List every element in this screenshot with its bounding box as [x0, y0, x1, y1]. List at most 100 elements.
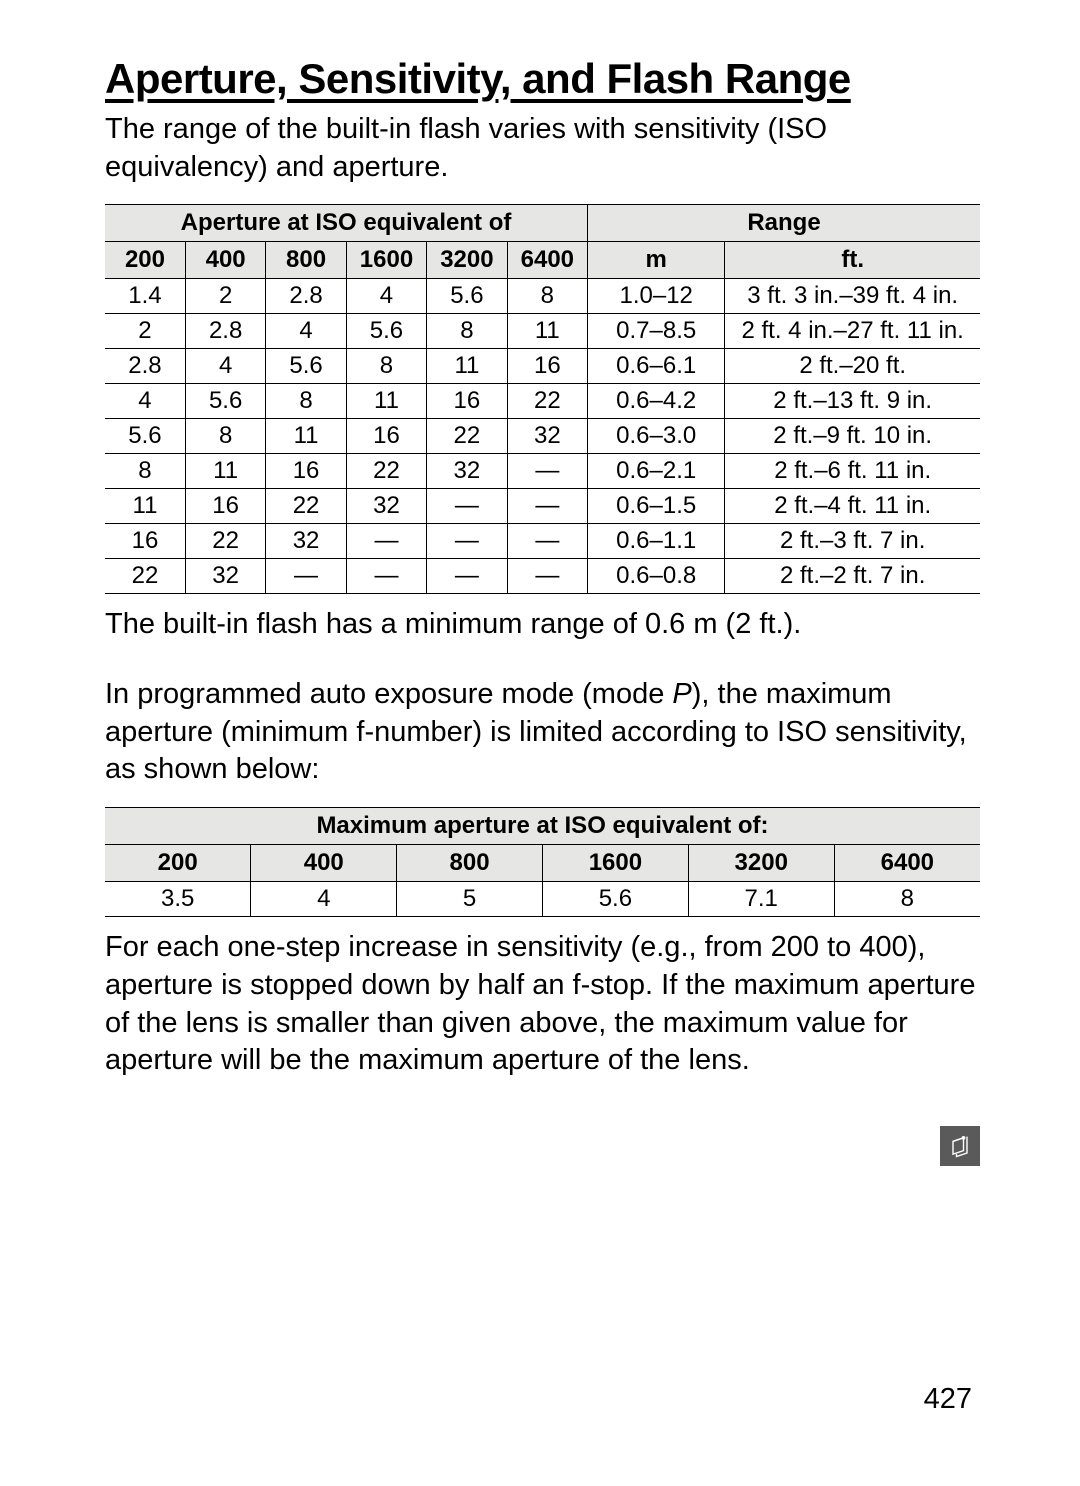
table-cell: 22: [266, 489, 346, 524]
table1-col-800: 800: [266, 242, 346, 279]
table-cell: 2.8: [105, 349, 185, 384]
manual-page: Aperture, Sensitivity, and Flash Range T…: [0, 0, 1080, 1080]
table-cell: 2 ft.–4 ft. 11 in.: [725, 489, 980, 524]
table-cell: 22: [346, 454, 426, 489]
table-cell: 11: [346, 384, 426, 419]
table-cell: —: [266, 559, 346, 594]
t2-col-6400: 6400: [834, 845, 980, 882]
table-cell: 2 ft.–20 ft.: [725, 349, 980, 384]
t2-col-400: 400: [251, 845, 397, 882]
closing-paragraph: For each one-step increase in sensitivit…: [105, 929, 980, 1080]
t2-col-800: 800: [397, 845, 543, 882]
table-cell: 16: [185, 489, 265, 524]
t2-cell: 5.6: [542, 882, 688, 917]
page-title: Aperture, Sensitivity, and Flash Range: [105, 55, 980, 103]
table-cell: 2: [185, 279, 265, 314]
t2-col-1600: 1600: [542, 845, 688, 882]
table-cell: 0.6–6.1: [588, 349, 725, 384]
table-cell: 32: [507, 419, 587, 454]
table-cell: 11: [266, 419, 346, 454]
table-cell: 22: [185, 524, 265, 559]
table1-col-6400: 6400: [507, 242, 587, 279]
table-cell: 32: [185, 559, 265, 594]
t2-col-3200: 3200: [688, 845, 834, 882]
table-cell: 2.8: [266, 279, 346, 314]
table-cell: 5.6: [105, 419, 185, 454]
max-aperture-table: Maximum aperture at ISO equivalent of: 2…: [105, 807, 980, 917]
table-cell: 16: [507, 349, 587, 384]
table1-col-3200: 3200: [427, 242, 507, 279]
table-cell: —: [427, 524, 507, 559]
table-cell: 4: [185, 349, 265, 384]
table1-col-200: 200: [105, 242, 185, 279]
table-cell: 2 ft.–9 ft. 10 in.: [725, 419, 980, 454]
table-cell: 8: [266, 384, 346, 419]
table-cell: 2 ft.–2 ft. 7 in.: [725, 559, 980, 594]
mode-p-letter: P: [672, 678, 691, 710]
table-cell: 2 ft.–3 ft. 7 in.: [725, 524, 980, 559]
table-cell: 32: [427, 454, 507, 489]
table-cell: 16: [105, 524, 185, 559]
table1-col-ft: ft.: [725, 242, 980, 279]
table-cell: —: [427, 559, 507, 594]
table-cell: 22: [105, 559, 185, 594]
t2-cell: 8: [834, 882, 980, 917]
table1-header-range: Range: [588, 205, 980, 242]
table-cell: —: [507, 454, 587, 489]
table-cell: 32: [346, 489, 426, 524]
t2-col-200: 200: [105, 845, 251, 882]
table-cell: 0.6–1.5: [588, 489, 725, 524]
table-cell: —: [507, 559, 587, 594]
mode-p-paragraph: In programmed auto exposure mode (mode P…: [105, 676, 980, 789]
table-cell: 5.6: [346, 314, 426, 349]
t2-cell: 3.5: [105, 882, 251, 917]
table-cell: 5.6: [266, 349, 346, 384]
table-cell: 16: [266, 454, 346, 489]
table-cell: —: [507, 524, 587, 559]
table-cell: 8: [185, 419, 265, 454]
table-cell: 2 ft.–13 ft. 9 in.: [725, 384, 980, 419]
table-cell: 8: [346, 349, 426, 384]
flash-range-table: Aperture at ISO equivalent of Range 200 …: [105, 204, 980, 594]
table-cell: —: [346, 524, 426, 559]
table-cell: —: [507, 489, 587, 524]
t2-cell: 5: [397, 882, 543, 917]
table-cell: 16: [346, 419, 426, 454]
table-cell: 8: [427, 314, 507, 349]
table-cell: 32: [266, 524, 346, 559]
table-cell: 11: [105, 489, 185, 524]
table-cell: 5.6: [427, 279, 507, 314]
table2-header: Maximum aperture at ISO equivalent of:: [105, 808, 980, 845]
t2-cell: 7.1: [688, 882, 834, 917]
table-cell: 0.7–8.5: [588, 314, 725, 349]
table-cell: —: [427, 489, 507, 524]
table-cell: 4: [105, 384, 185, 419]
table-cell: 11: [507, 314, 587, 349]
table1-col-m: m: [588, 242, 725, 279]
table-cell: 2 ft.–6 ft. 11 in.: [725, 454, 980, 489]
table-cell: 22: [507, 384, 587, 419]
table-cell: 0.6–3.0: [588, 419, 725, 454]
table-cell: 0.6–2.1: [588, 454, 725, 489]
table-cell: 3 ft. 3 in.–39 ft. 4 in.: [725, 279, 980, 314]
intro-paragraph: The range of the built-in flash varies w…: [105, 111, 980, 186]
page-number: 427: [924, 1383, 972, 1416]
min-range-note: The built-in flash has a minimum range o…: [105, 606, 980, 644]
table-cell: —: [346, 559, 426, 594]
table-cell: 0.6–1.1: [588, 524, 725, 559]
table-cell: 4: [346, 279, 426, 314]
table-cell: 5.6: [185, 384, 265, 419]
table-cell: 2 ft. 4 in.–27 ft. 11 in.: [725, 314, 980, 349]
table-cell: 1.0–12: [588, 279, 725, 314]
t2-cell: 4: [251, 882, 397, 917]
table1-header-aperture: Aperture at ISO equivalent of: [105, 205, 588, 242]
table1-col-1600: 1600: [346, 242, 426, 279]
table-cell: 22: [427, 419, 507, 454]
table-cell: 0.6–4.2: [588, 384, 725, 419]
table-cell: 2: [105, 314, 185, 349]
section-tab-icon: [940, 1126, 980, 1166]
table-cell: 0.6–0.8: [588, 559, 725, 594]
table-cell: 11: [185, 454, 265, 489]
table-cell: 4: [266, 314, 346, 349]
table-cell: 16: [427, 384, 507, 419]
